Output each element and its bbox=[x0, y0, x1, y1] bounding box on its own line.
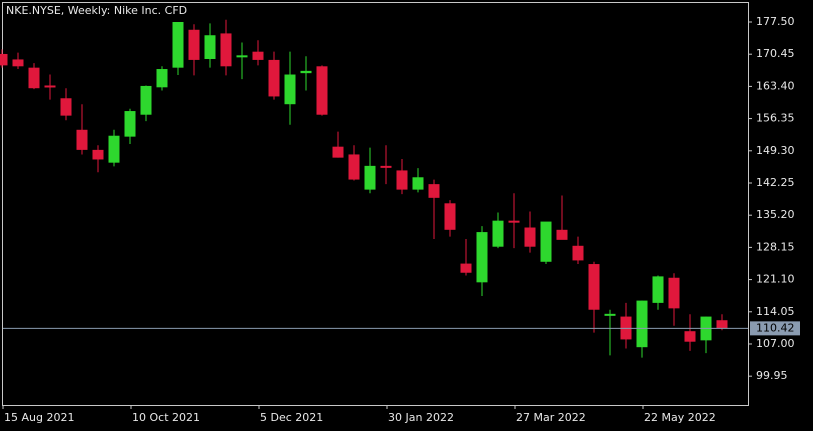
candle-body bbox=[444, 203, 456, 230]
candle-body bbox=[76, 129, 88, 150]
candle-body bbox=[492, 220, 504, 247]
y-tick-label: 135.20 bbox=[756, 208, 795, 221]
candle-body bbox=[108, 135, 120, 163]
x-tick-label: 15 Aug 2021 bbox=[4, 411, 74, 424]
candle-body bbox=[412, 177, 424, 190]
candle-body bbox=[604, 313, 616, 316]
candle-body bbox=[380, 165, 392, 168]
candle-body bbox=[220, 33, 232, 67]
chart-title: NKE.NYSE, Weekly: Nike Inc. CFD bbox=[6, 4, 187, 17]
candle-body bbox=[460, 263, 472, 273]
y-tick-label: 121.10 bbox=[756, 273, 795, 286]
candle-body bbox=[28, 67, 40, 89]
candle-body bbox=[316, 66, 328, 115]
candle-body bbox=[236, 55, 248, 58]
candle-body bbox=[668, 277, 680, 309]
y-tick-label: 99.95 bbox=[756, 369, 788, 382]
y-tick-label: 107.00 bbox=[756, 337, 795, 350]
candle-body bbox=[572, 245, 584, 261]
candle-body bbox=[300, 70, 312, 74]
y-tick-label: 142.25 bbox=[756, 176, 795, 189]
x-tick-label: 27 Mar 2022 bbox=[516, 411, 586, 424]
price-label-box bbox=[750, 321, 800, 336]
candle-body bbox=[332, 146, 344, 158]
y-tick-label: 177.50 bbox=[756, 15, 795, 28]
candle-body bbox=[508, 220, 520, 223]
x-tick-label: 5 Dec 2021 bbox=[260, 411, 323, 424]
y-tick-label: 149.30 bbox=[756, 144, 795, 157]
candle-body bbox=[716, 320, 728, 329]
candle-body bbox=[124, 111, 136, 137]
candle-body bbox=[92, 149, 104, 160]
plot-frame bbox=[2, 2, 749, 406]
candle-body bbox=[268, 59, 280, 97]
y-tick-label: 163.40 bbox=[756, 79, 795, 92]
candle-body bbox=[524, 227, 536, 247]
candle-body bbox=[0, 53, 8, 66]
candle-body bbox=[348, 154, 360, 180]
candle-body bbox=[44, 85, 56, 88]
candle-body bbox=[636, 300, 648, 348]
candle-body bbox=[364, 165, 376, 190]
x-tick-label: 10 Oct 2021 bbox=[132, 411, 200, 424]
candle-body bbox=[172, 21, 184, 68]
candle-body bbox=[684, 331, 696, 342]
candle-body bbox=[12, 59, 24, 67]
candle-body bbox=[476, 232, 488, 283]
candle-body bbox=[556, 229, 568, 240]
candle-body bbox=[140, 85, 152, 115]
x-tick-label: 30 Jan 2022 bbox=[388, 411, 454, 424]
candle-body bbox=[60, 98, 72, 116]
candle-body bbox=[188, 29, 200, 60]
y-tick-label: 114.05 bbox=[756, 305, 795, 318]
candle-body bbox=[396, 170, 408, 190]
y-tick-label: 156.35 bbox=[756, 112, 795, 125]
candle-body bbox=[204, 35, 216, 59]
candle-body bbox=[284, 74, 296, 105]
candle-body bbox=[428, 184, 440, 198]
candle-body bbox=[588, 264, 600, 310]
candle-body bbox=[156, 69, 168, 88]
candle-body bbox=[540, 221, 552, 262]
price-label: 110.42 bbox=[756, 321, 795, 334]
candle-body bbox=[652, 276, 664, 303]
candle-body bbox=[252, 51, 264, 60]
y-tick-label: 170.45 bbox=[756, 47, 795, 60]
x-tick-label: 22 May 2022 bbox=[644, 411, 716, 424]
y-tick-label: 128.15 bbox=[756, 240, 795, 253]
